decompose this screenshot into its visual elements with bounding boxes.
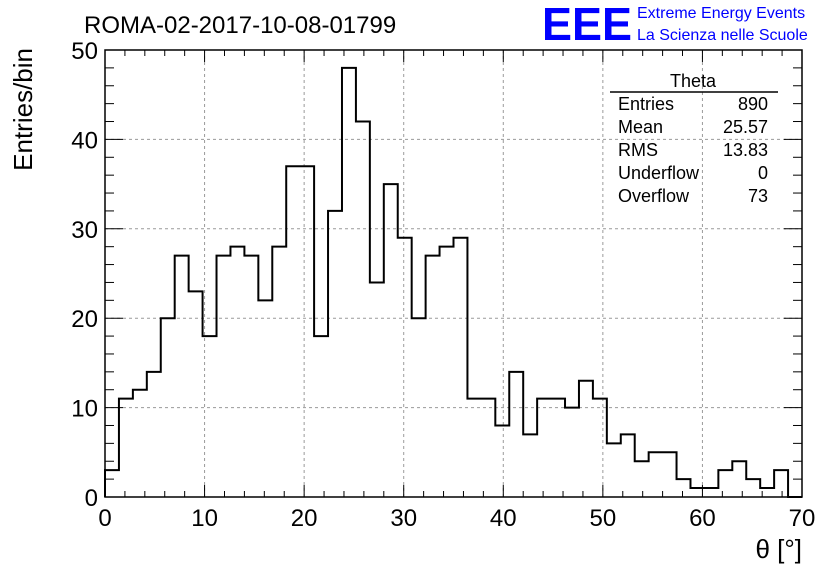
x-tick-label: 60 [689, 505, 716, 532]
y-tick-labels: 0 10 20 30 40 50 [71, 38, 98, 512]
run-title: ROMA-02-2017-10-08-01799 [84, 12, 396, 39]
stats-value-rms: 13.83 [723, 140, 768, 160]
eee-logo-mark: EEE [542, 0, 632, 50]
axis-ticks [104, 49, 803, 498]
stats-label-overflow: Overflow [618, 186, 690, 206]
x-tick-labels: 0 10 20 30 40 50 60 70 [98, 505, 815, 532]
stats-value-entries: 890 [738, 94, 768, 114]
grid-lines [105, 50, 802, 497]
y-axis-label: Entries/bin [8, 48, 38, 171]
y-tick-label: 10 [71, 396, 98, 423]
y-tick-label: 50 [71, 38, 98, 65]
histogram-step-line [104, 66, 802, 498]
stats-value-underflow: 0 [758, 163, 768, 183]
logo-line-1: Extreme Energy Events [637, 5, 805, 22]
stats-label-rms: RMS [618, 140, 658, 160]
x-tick-label: 0 [98, 505, 111, 532]
y-tick-label: 40 [71, 127, 98, 154]
y-tick-label: 0 [85, 485, 98, 512]
x-tick-label: 30 [390, 505, 417, 532]
stats-label-entries: Entries [618, 94, 674, 114]
stats-box-title: Theta [670, 71, 717, 91]
x-tick-label: 40 [490, 505, 517, 532]
x-axis-label: θ [°] [755, 534, 802, 564]
plot-frame [104, 49, 803, 498]
x-tick-label: 10 [191, 505, 218, 532]
y-tick-label: 20 [71, 306, 98, 333]
x-tick-label: 70 [789, 505, 816, 532]
stats-label-mean: Mean [618, 117, 663, 137]
x-tick-label: 50 [590, 505, 617, 532]
logo-line-2: La Scienza nelle Scuole [637, 27, 808, 44]
stats-value-mean: 25.57 [723, 117, 768, 137]
x-tick-label: 20 [291, 505, 318, 532]
y-tick-label: 30 [71, 217, 98, 244]
stats-value-overflow: 73 [748, 186, 768, 206]
stats-box: Theta Entries 890 Mean 25.57 RMS 13.83 U… [610, 71, 778, 206]
stats-label-underflow: Underflow [618, 163, 700, 183]
